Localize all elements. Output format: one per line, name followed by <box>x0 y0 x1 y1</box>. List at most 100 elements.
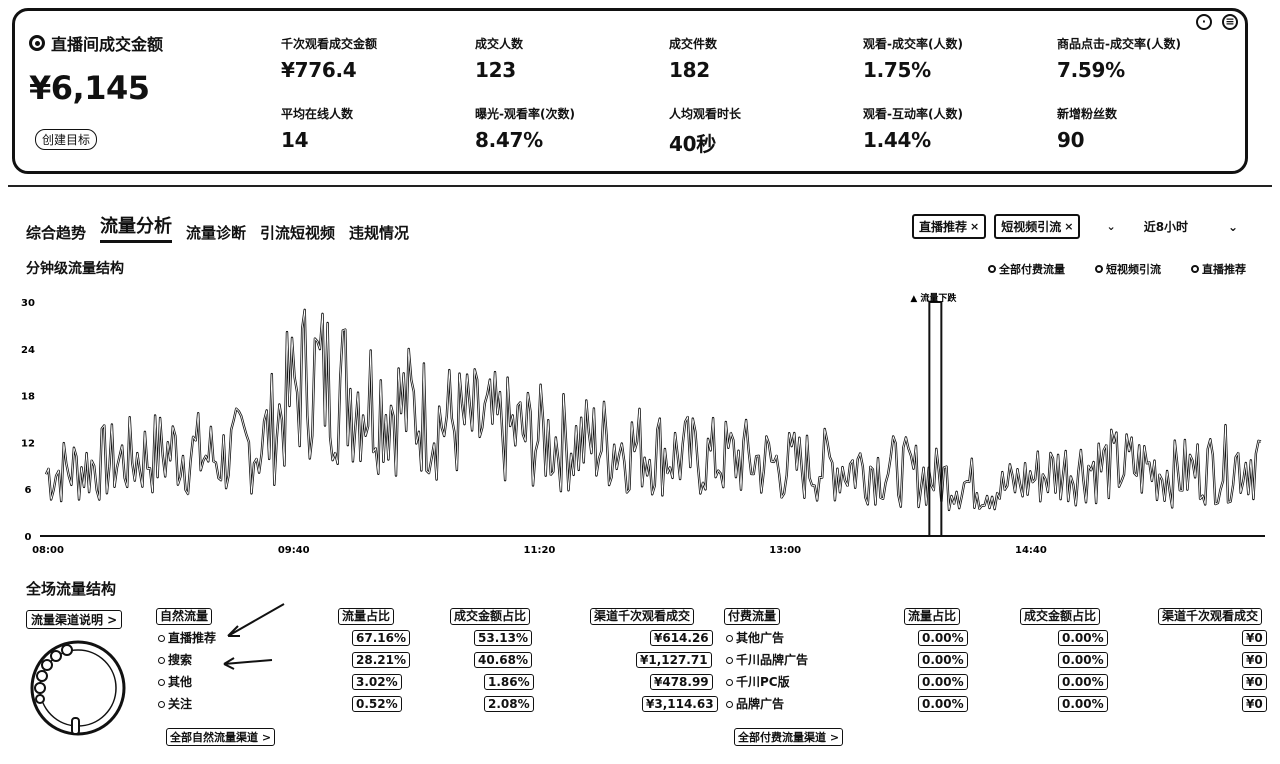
annotation-label: ▲ 流量下跌 <box>910 292 957 304</box>
metric-click-conv: 商品点击-成交率(人数) 7.59% <box>1057 35 1247 82</box>
metric-gpm: 千次观看成交金额 ¥776.4 <box>281 35 471 82</box>
arrow-mark <box>223 657 273 670</box>
header-natural: 自然流量 <box>156 608 213 625</box>
table-row[interactable]: 品牌广告 0.00% 0.00% ¥0 <box>724 696 1272 718</box>
table-row[interactable]: 千川PC版 0.00% 0.00% ¥0 <box>724 674 1272 696</box>
row-gpm: ¥614.26 <box>650 630 713 646</box>
row-name: 直播推荐 <box>158 630 216 646</box>
table-row[interactable]: 搜索 28.21% 40.68% ¥1,127.71 <box>156 652 716 674</box>
y-tick-label: 24 <box>21 345 35 356</box>
channel-note-link[interactable]: 流量渠道说明 > <box>26 610 123 629</box>
tab-bar: 综合趋势 流量分析 流量诊断 引流短视频 违规情况 <box>26 212 409 243</box>
metric-buyers: 成交人数 123 <box>475 35 665 82</box>
metric-exposure-view: 曝光-观看率(次数) 8.47% <box>475 105 665 152</box>
tab-traffic-analysis[interactable]: 流量分析 <box>100 212 173 243</box>
metric-label: 人均观看时长 <box>669 107 742 121</box>
time-range-select[interactable]: 近8小时 ⌄ <box>1144 218 1238 235</box>
metric-new-fans: 新增粉丝数 90 <box>1057 105 1247 152</box>
metric-items: 成交件数 182 <box>669 35 859 82</box>
settings-icon[interactable]: · <box>1196 14 1212 30</box>
metric-interaction: 观看-互动率(人数) 1.44% <box>863 105 1053 152</box>
y-tick-label: 30 <box>21 298 35 309</box>
divider <box>8 185 1272 187</box>
metric-label: 千次观看成交金额 <box>281 37 378 51</box>
legend-item-short-video[interactable]: 短视频引流 <box>1095 261 1161 277</box>
header-gmv-share: 成交金额占比 <box>1020 608 1101 625</box>
tab-traffic-diagnosis[interactable]: 流量诊断 <box>186 224 247 242</box>
legend-dot <box>988 265 996 273</box>
legend-item-live-rec[interactable]: 直播推荐 <box>1191 261 1246 277</box>
table-row[interactable]: 千川品牌广告 0.00% 0.00% ¥0 <box>724 652 1272 674</box>
main-metric-label: 直播间成交金额 <box>51 35 164 54</box>
row-name: 关注 <box>158 696 192 712</box>
row-dot <box>158 634 165 642</box>
y-tick-label: 6 <box>25 485 32 496</box>
metric-value: 40秒 <box>669 132 716 156</box>
row-name: 千川PC版 <box>726 674 790 690</box>
row-dot <box>726 656 733 664</box>
metric-label: 成交人数 <box>475 37 524 51</box>
section-title: 全场流量结构 <box>26 580 117 598</box>
row-gpm: ¥1,127.71 <box>636 652 712 668</box>
row-label: 千川品牌广告 <box>736 653 809 667</box>
y-tick-label: 18 <box>21 392 35 403</box>
metric-value: 8.47% <box>475 128 543 152</box>
metric-label: 观看-成交率(人数) <box>863 37 963 51</box>
filter-chip-short-video[interactable]: 短视频引流 × <box>994 214 1081 239</box>
summary-card: 直播间成交金额 ¥6,145 创建目标 千次观看成交金额 ¥776.4 成交人数… <box>12 8 1248 174</box>
metric-value: 1.75% <box>863 58 931 82</box>
x-tick-label: 11:20 <box>524 545 556 556</box>
metric-value: 7.59% <box>1057 58 1125 82</box>
row-share: 3.02% <box>352 674 402 690</box>
table-row[interactable]: 其他广告 0.00% 0.00% ¥0 <box>724 630 1272 652</box>
close-icon[interactable]: × <box>970 220 980 233</box>
row-gpm: ¥0 <box>1242 674 1267 690</box>
time-range-value: 近8小时 <box>1143 220 1189 234</box>
chart-title: 分钟级流量结构 <box>26 261 124 277</box>
metric-label: 观看-互动率(人数) <box>863 107 963 121</box>
row-share: 0.00% <box>918 630 968 646</box>
row-gpm: ¥0 <box>1242 696 1267 712</box>
filter-chip-live-rec[interactable]: 直播推荐 × <box>912 214 987 239</box>
row-gmv-share: 0.00% <box>1058 652 1108 668</box>
row-gpm: ¥3,114.63 <box>642 696 718 712</box>
row-name: 千川品牌广告 <box>726 652 808 668</box>
main-metric-label-row: 直播间成交金额 <box>29 31 163 55</box>
create-goal-button[interactable]: 创建目标 <box>35 129 98 150</box>
row-share: 28.21% <box>352 652 410 668</box>
metric-value: 1.44% <box>863 128 931 152</box>
table-row[interactable]: 直播推荐 67.16% 53.13% ¥614.26 <box>156 630 716 652</box>
swap-icon[interactable]: ≡ <box>1222 14 1238 30</box>
tab-violations[interactable]: 违规情况 <box>349 224 410 242</box>
close-icon[interactable]: × <box>1064 220 1074 233</box>
legend-label: 直播推荐 <box>1202 263 1246 276</box>
filter-bar: 直播推荐 × 短视频引流 × ⌄ 近8小时 ⌄ <box>912 214 1238 239</box>
chip-label: 直播推荐 <box>919 220 968 234</box>
row-gmv-share: 40.68% <box>474 652 532 668</box>
row-dot <box>726 634 733 642</box>
row-gmv-share: 2.08% <box>484 696 534 712</box>
chart-legend: 全部付费流量 短视频引流 直播推荐 <box>988 261 1246 277</box>
table-row[interactable]: 关注 0.52% 2.08% ¥3,114.63 <box>156 696 718 718</box>
traffic-line-chart[interactable]: 0 6 12 18 24 30 08:00 09:40 11:20 13:00 14:40 ▲ 流量下… <box>20 288 1270 558</box>
chip-label: 短视频引流 <box>1001 220 1062 234</box>
row-name: 其他 <box>158 674 192 690</box>
metric-value: 123 <box>475 58 516 82</box>
table-row[interactable]: 其他 3.02% 1.86% ¥478.99 <box>156 674 716 696</box>
table-header: 自然流量 流量占比 成交金额占比 渠道千次观看成交 <box>156 608 716 630</box>
header-share: 流量占比 <box>338 608 395 625</box>
all-paid-channels-link[interactable]: 全部付费流量渠道 > <box>734 728 844 746</box>
all-natural-channels-link[interactable]: 全部自然流量渠道 > <box>166 728 276 746</box>
row-label: 品牌广告 <box>736 697 785 711</box>
row-dot <box>158 656 165 664</box>
row-share: 0.00% <box>918 696 968 712</box>
header-gpm: 渠道千次观看成交 <box>1158 608 1263 625</box>
legend-item-paid[interactable]: 全部付费流量 <box>988 261 1065 277</box>
tab-short-video[interactable]: 引流短视频 <box>260 224 336 242</box>
row-share: 67.16% <box>352 630 410 646</box>
donut-segments <box>34 644 80 735</box>
chevron-down-icon[interactable]: ⌄ <box>1106 220 1116 233</box>
tab-overview[interactable]: 综合趋势 <box>26 224 87 242</box>
paid-traffic-table: 付费流量 流量占比 成交金额占比 渠道千次观看成交 其他广告 0.00% 0.0… <box>724 608 1272 718</box>
header-share: 流量占比 <box>904 608 961 625</box>
